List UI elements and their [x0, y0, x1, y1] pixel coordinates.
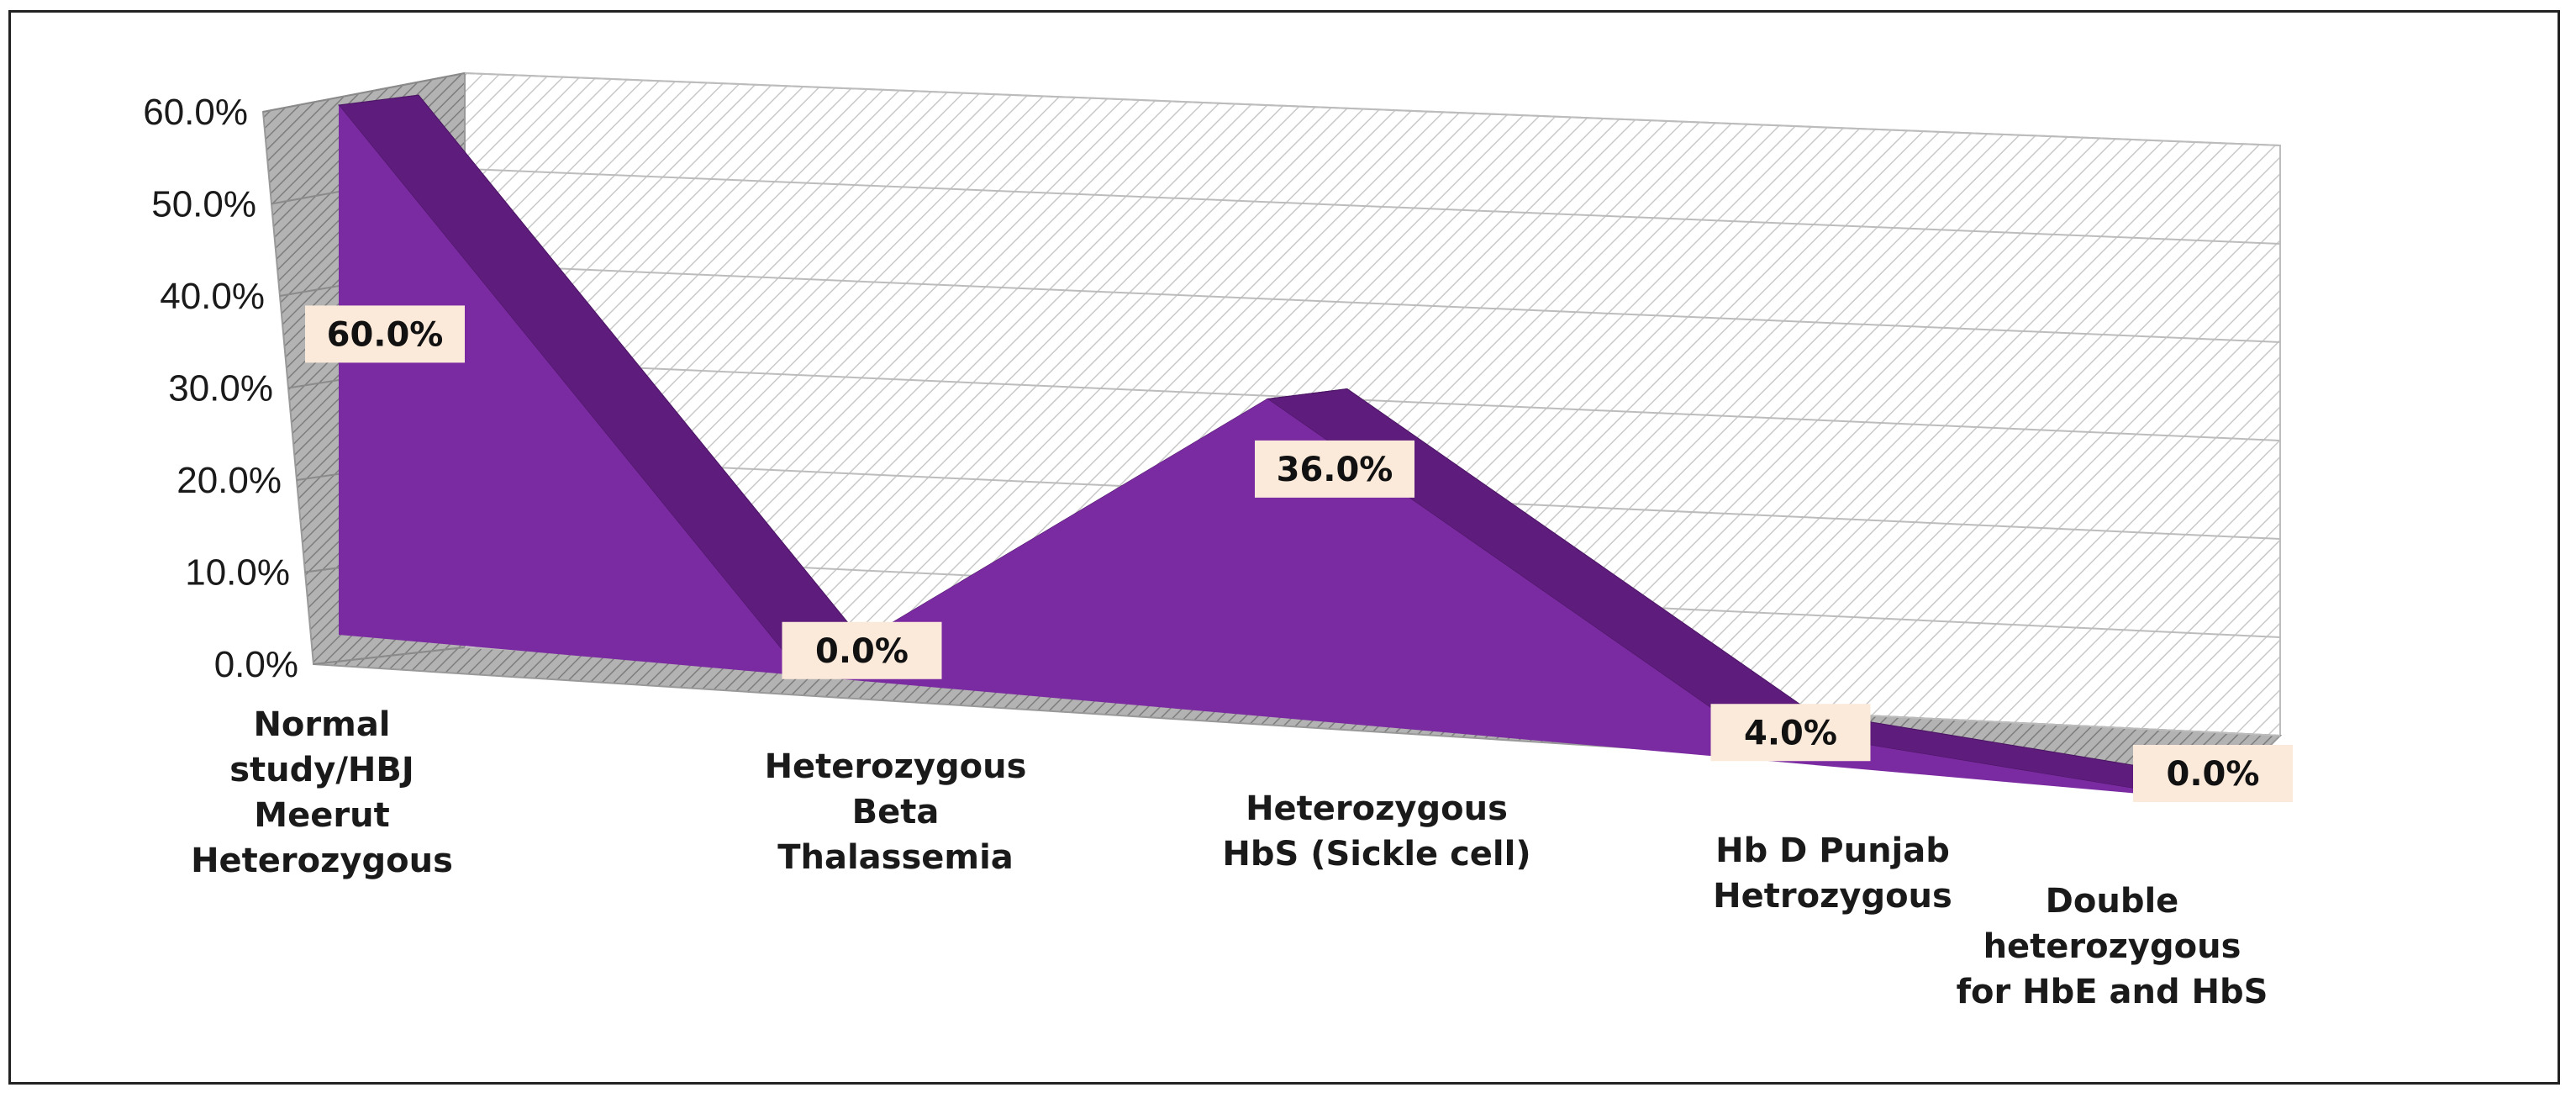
data-label: 36.0%: [1277, 451, 1393, 489]
gridline: [464, 72, 2281, 146]
data-label-box: [1710, 704, 1871, 762]
y-tick-label: 40.0%: [160, 276, 265, 317]
data-label-box: [782, 621, 942, 679]
x-tick-label: Normal study/HBJ Meerut Heterozygous: [191, 705, 453, 880]
x-tick-label: Hb D Punjab Hetrozygous: [1713, 831, 1952, 916]
gridline: [464, 167, 2281, 245]
chart-frame: 0.0% 10.0% 20.0% 30.0% 40.0% 50.0% 60.0% 60.0%…: [8, 10, 2560, 1085]
x-tick-label: Heterozygous HbS (Sickle cell): [1222, 789, 1531, 874]
data-label-box: [2133, 745, 2293, 802]
y-axis: 0.0% 10.0% 20.0% 30.0% 40.0% 50.0% 60.0%: [143, 92, 298, 685]
y-tick-label: 0.0%: [214, 644, 298, 685]
data-label-box: [1255, 440, 1414, 498]
x-tick-label: Double heterozygous for HbE and HbS: [1956, 882, 2268, 1011]
data-label: 60.0%: [327, 315, 444, 354]
x-tick-label: Heterozygous Beta Thalassemia: [764, 747, 1027, 877]
data-label: 0.0%: [815, 632, 909, 671]
y-tick-label: 50.0%: [151, 184, 256, 225]
y-tick-label: 20.0%: [176, 460, 282, 501]
data-label-box: [305, 305, 465, 363]
gridline-side: [262, 72, 466, 113]
gridline: [464, 359, 2281, 441]
area-chart-3d: 0.0% 10.0% 20.0% 30.0% 40.0% 50.0% 60.0% 60.0%…: [143, 71, 2293, 802]
data-label: 4.0%: [1744, 714, 1837, 752]
data-labels: 60.0% 0.0% 36.0% 4.0% 0.0%: [305, 305, 2293, 802]
data-label: 0.0%: [2167, 755, 2260, 794]
gridline-side: [313, 647, 466, 665]
y-tick-label: 60.0%: [143, 92, 248, 133]
gridline: [464, 263, 2281, 343]
y-tick-label: 10.0%: [185, 552, 290, 594]
y-tick-label: 30.0%: [168, 368, 273, 409]
